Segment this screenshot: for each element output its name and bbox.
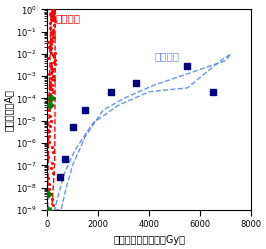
Text: 照明オフ: 照明オフ: [154, 51, 179, 61]
X-axis label: 積算放射線ドーズ［Gy］: 積算放射線ドーズ［Gy］: [113, 235, 185, 245]
Y-axis label: 漏れ電流［A］: 漏れ電流［A］: [4, 89, 14, 130]
Text: 照明オン: 照明オン: [56, 13, 81, 23]
